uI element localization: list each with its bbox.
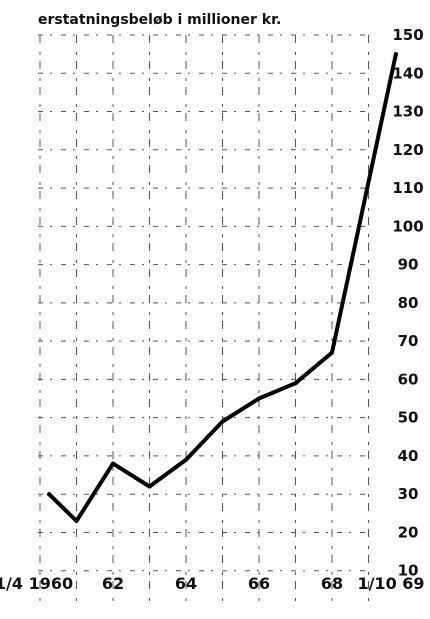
y-tick-label: 90: [398, 256, 419, 274]
y-tick-label: 60: [398, 370, 419, 388]
series: [47, 52, 398, 523]
data-point: [147, 484, 152, 489]
x-axis-ticks: 1/4 1960 62 64 66 68 1/10 69: [0, 574, 425, 593]
x-tick-label: 1/10 69: [357, 574, 424, 593]
y-tick-label: 110: [392, 179, 423, 197]
data-point: [184, 457, 188, 462]
y-tick-label: 80: [398, 294, 419, 312]
y-tick-label: 150: [392, 26, 423, 44]
y-axis-ticks: 10 20 30 40 50 60 70 80 90 100 110 120 130 140 150: [392, 26, 423, 580]
data-point: [257, 396, 261, 401]
y-tick-label: 20: [398, 523, 419, 541]
y-tick-label: 30: [398, 485, 419, 503]
data-point: [293, 381, 298, 386]
x-tick-label: 68: [321, 574, 343, 593]
data-point: [47, 492, 52, 497]
y-tick-label: 140: [392, 64, 423, 82]
chart-title: erstatningsbeløb i millioner kr.: [38, 12, 281, 28]
y-tick-label: 10: [398, 562, 419, 580]
x-tick-label: 64: [175, 574, 197, 593]
data-point: [111, 461, 115, 466]
y-tick-label: 120: [392, 141, 423, 159]
x-tick-label: 66: [248, 574, 270, 593]
data-point: [330, 350, 334, 355]
y-tick-label: 50: [398, 409, 419, 427]
data-point: [393, 52, 398, 57]
grid: [38, 34, 372, 602]
y-tick-label: 70: [398, 332, 419, 350]
y-tick-label: 100: [392, 217, 423, 235]
series-line: [47, 52, 398, 523]
y-tick-label: 130: [392, 103, 423, 121]
y-tick-label: 40: [398, 447, 419, 465]
data-point: [74, 518, 79, 523]
data-point: [220, 419, 225, 424]
x-tick-label: 62: [102, 574, 124, 593]
x-tick-label: 1/4 1960: [0, 574, 73, 593]
